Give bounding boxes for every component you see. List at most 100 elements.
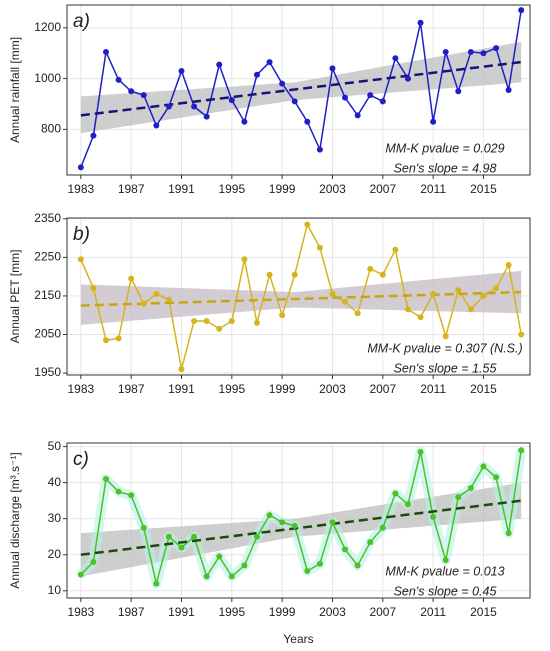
trend-line bbox=[80, 60, 522, 117]
data-line bbox=[80, 450, 522, 584]
data-point bbox=[342, 546, 349, 553]
data-point bbox=[153, 580, 160, 587]
data-point bbox=[103, 337, 110, 344]
data-point bbox=[103, 48, 110, 55]
data-point bbox=[191, 103, 198, 110]
plot-frame bbox=[66, 217, 531, 376]
y-axis-label: Annual PET [mm] bbox=[8, 250, 22, 344]
y-axis-label: Annual discharge [m³.s⁻¹] bbox=[8, 452, 22, 588]
data-point bbox=[430, 290, 437, 297]
data-point bbox=[203, 317, 210, 324]
data-point bbox=[367, 539, 374, 546]
data-point bbox=[304, 118, 311, 125]
x-tick-label: 2011 bbox=[420, 182, 446, 196]
data-point bbox=[493, 474, 500, 481]
data-point bbox=[77, 571, 84, 578]
data-point bbox=[392, 246, 399, 253]
annotation: Sen's slope = 4.98 bbox=[394, 161, 497, 175]
y-tick-label: 1000 bbox=[34, 71, 61, 85]
data-point bbox=[518, 7, 525, 14]
data-point bbox=[354, 562, 361, 569]
data-point bbox=[77, 164, 84, 171]
data-point bbox=[241, 256, 248, 263]
y-tick-label: 2250 bbox=[34, 250, 61, 264]
x-tick-label: 1983 bbox=[67, 182, 94, 196]
x-tick-label: 1999 bbox=[269, 382, 296, 396]
data-point bbox=[518, 331, 525, 338]
panel: 800 1000 1200 1983 1987 1991 1995 1999 2003 2007 2… bbox=[8, 4, 531, 196]
data-point bbox=[241, 118, 248, 125]
data-point bbox=[329, 290, 336, 297]
y-tick-label: 1950 bbox=[34, 365, 61, 379]
data-point bbox=[128, 275, 135, 282]
annotation: MM-K pvalue = 0.307 (N.S.) bbox=[367, 341, 522, 355]
data-point bbox=[165, 103, 172, 110]
data-point bbox=[178, 366, 185, 373]
data-point bbox=[253, 319, 260, 326]
data-point bbox=[140, 92, 147, 99]
data-point bbox=[455, 287, 462, 294]
data-point bbox=[253, 533, 260, 540]
data-point bbox=[404, 75, 411, 82]
data-point bbox=[505, 262, 512, 269]
x-tick-label: 2003 bbox=[319, 182, 346, 196]
panel-label: a) bbox=[73, 11, 90, 32]
panel-label: b) bbox=[73, 224, 90, 245]
x-tick-label: 1991 bbox=[168, 382, 195, 396]
data-point bbox=[140, 300, 147, 307]
data-point bbox=[228, 573, 235, 580]
data-point bbox=[354, 310, 361, 317]
data-point bbox=[279, 312, 286, 319]
data-point bbox=[228, 97, 235, 104]
y-tick-label: 1200 bbox=[34, 20, 61, 34]
x-tick-label: 1983 bbox=[67, 605, 94, 619]
data-point bbox=[279, 80, 286, 87]
data-point bbox=[505, 87, 512, 93]
data-point bbox=[329, 65, 336, 72]
data-point bbox=[342, 94, 349, 101]
x-tick-label: 2011 bbox=[420, 382, 446, 396]
x-tick-label: 2015 bbox=[470, 182, 497, 196]
data-point bbox=[392, 55, 399, 62]
data-point bbox=[316, 244, 323, 251]
data-point bbox=[266, 512, 273, 519]
data-point bbox=[417, 314, 424, 321]
y-tick-label: 40 bbox=[48, 475, 62, 489]
data-point bbox=[153, 290, 160, 297]
data-point bbox=[90, 558, 97, 565]
data-point bbox=[329, 519, 336, 526]
data-point bbox=[253, 71, 260, 78]
data-point bbox=[115, 335, 122, 342]
data-point bbox=[442, 557, 449, 564]
x-tick-label: 2015 bbox=[470, 605, 497, 619]
data-point bbox=[279, 519, 286, 526]
data-point bbox=[354, 112, 361, 119]
y-tick-label: 800 bbox=[41, 122, 61, 136]
data-point bbox=[304, 567, 311, 574]
data-point bbox=[203, 573, 210, 580]
data-point bbox=[417, 449, 424, 456]
x-tick-label: 1987 bbox=[118, 605, 145, 619]
data-point bbox=[241, 562, 248, 569]
data-point bbox=[379, 98, 386, 105]
annotation: MM-K pvalue = 0.013 bbox=[385, 564, 504, 578]
confidence-band bbox=[80, 270, 522, 325]
trend-line bbox=[80, 290, 522, 307]
data-point bbox=[165, 296, 172, 303]
data-point bbox=[216, 61, 223, 68]
y-tick-label: 2350 bbox=[34, 211, 61, 225]
data-point bbox=[404, 306, 411, 313]
x-tick-label: 1987 bbox=[118, 382, 145, 396]
x-tick-label: 1995 bbox=[218, 182, 245, 196]
data-point bbox=[291, 98, 298, 105]
plot-frame bbox=[66, 442, 531, 599]
annotation: Sen's slope = 0.45 bbox=[394, 584, 497, 598]
data-point bbox=[90, 132, 97, 139]
x-tick-label: 2015 bbox=[470, 382, 497, 396]
data-point bbox=[115, 488, 122, 495]
x-tick-label: 1991 bbox=[168, 182, 195, 196]
data-point bbox=[379, 271, 386, 278]
data-point bbox=[103, 476, 110, 483]
x-tick-label: 1995 bbox=[218, 382, 245, 396]
data-point bbox=[342, 298, 349, 305]
